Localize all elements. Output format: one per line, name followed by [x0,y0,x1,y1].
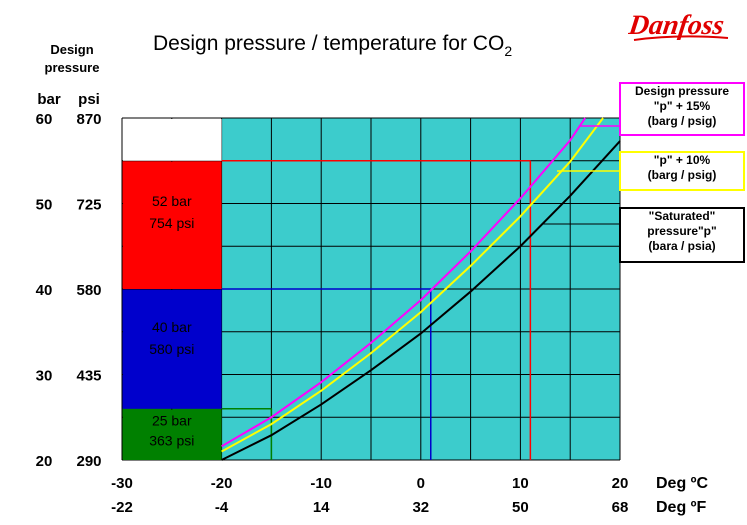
y-tick-psi: 435 [76,368,101,385]
series-line-0 [221,140,621,461]
y-unit-psi: psi [78,91,100,108]
chart-title: Design pressure / temperature for CO2 [153,32,512,59]
logo-swash [633,35,729,41]
region-fill-52 [123,161,222,289]
legend-p10-line2: (barg / psig) [647,168,717,182]
legend-design-line2: "p" + 15% [653,99,711,113]
region-label-psi-40: 580 psi [149,341,194,357]
series-line-1 [221,117,604,453]
y-tick-bar: 50 [36,197,53,214]
y-axis-title-line1: Design [50,42,93,57]
y-unit-bar: bar [37,91,61,108]
x-tick-fahrenheit: -22 [111,499,133,516]
region-label-bar-52: 52 bar [152,193,192,209]
x-tick-celsius: -30 [111,475,133,492]
legend-saturated: "Saturated" pressure"p" (bara / psia) [619,207,745,263]
y-tick-psi: 725 [76,197,101,214]
x-tick-fahrenheit: 14 [313,499,330,516]
legend-p-plus-10: "p" + 10% (barg / psig) [619,151,745,191]
x-tick-celsius: -10 [310,475,332,492]
y-tick-bar: 20 [36,453,53,470]
y-tick-psi: 870 [76,111,101,128]
x-tick-celsius: 20 [612,475,629,492]
y-axis-title-line2: pressure [45,60,100,75]
legend-sat-line3: (bara / psia) [648,239,716,253]
x-unit-fahrenheit: Deg ºF [656,499,707,516]
legend-sat-line2: pressure"p" [647,224,717,238]
x-tick-celsius: 10 [512,475,529,492]
x-tick-fahrenheit: 68 [612,499,629,516]
x-tick-celsius: 0 [417,475,425,492]
legend-p10-line1: "p" + 10% [653,153,711,167]
legend-sat-line1: "Saturated" [648,209,716,223]
region-label-bar-40: 40 bar [152,319,192,335]
x-tick-fahrenheit: 32 [412,499,429,516]
region-label-psi-52: 754 psi [149,215,194,231]
y-tick-bar: 60 [36,111,53,128]
series-line-2 [221,117,586,448]
region-label-bar-25: 25 bar [152,413,192,429]
legend-design-line1: Design pressure [634,84,730,98]
legend-design-line3: (barg / psig) [647,114,717,128]
x-tick-fahrenheit: -4 [215,499,229,516]
x-unit-celsius: Deg ºC [656,475,709,492]
region-label-psi-25: 363 psi [149,433,194,449]
y-tick-bar: 30 [36,368,53,385]
x-tick-fahrenheit: 50 [512,499,529,516]
region-above-white-top [123,119,222,161]
y-tick-bar: 40 [36,282,53,299]
region-fill-25 [123,409,222,460]
legend-design-pressure: Design pressure "p" + 15% (barg / psig) [619,82,745,136]
plot-area: 52 bar 754 psi 40 bar 580 psi 25 bar 363 psi 6… [36,111,629,516]
y-tick-psi: 290 [76,453,101,470]
x-tick-celsius: -20 [211,475,233,492]
y-tick-psi: 580 [76,282,101,299]
region-fill-40 [123,290,222,409]
danfoss-logo: Danfoss [628,10,729,41]
